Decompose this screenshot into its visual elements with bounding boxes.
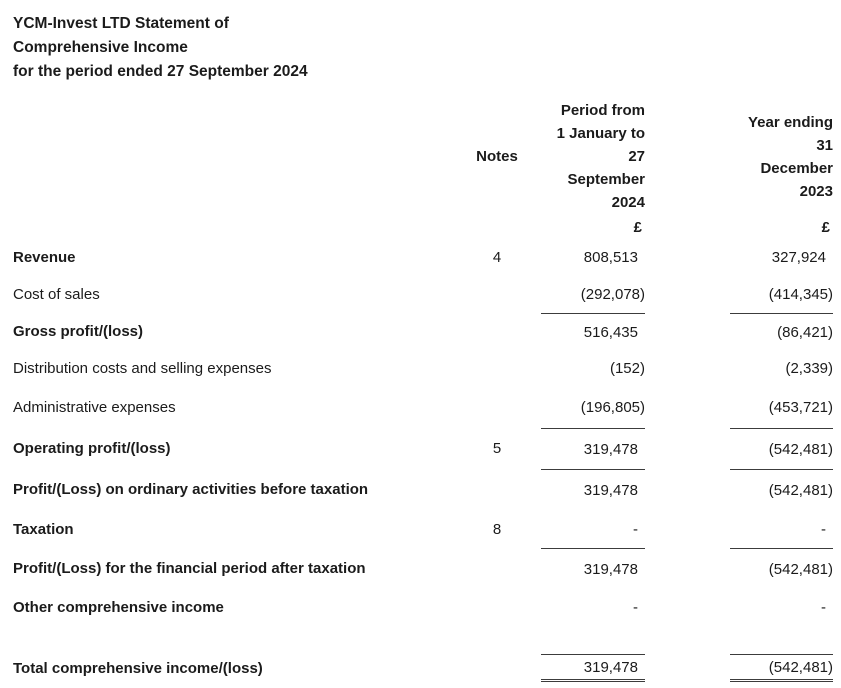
table-row-profit-before-taxation: Profit/(Loss) on ordinary activities bef… [13, 469, 833, 510]
row-label: Profit/(Loss) for the financial period a… [13, 560, 366, 577]
amount-year-2023: (414,345) [768, 286, 833, 303]
header-label-spacer [13, 99, 453, 215]
table-header: Notes Period from 1 January to 27 Septem… [13, 99, 833, 215]
row-label: Total comprehensive income/(loss) [13, 659, 263, 677]
amount-period-2024: 808,513 [583, 249, 638, 266]
amount-period-2024: 319,478 [541, 469, 645, 510]
amount-year-2023: - [821, 599, 826, 616]
row-label: Distribution costs and selling expenses [13, 360, 272, 377]
note-value: 5 [492, 440, 502, 457]
row-label: Taxation [13, 520, 74, 538]
page-title: YCM-Invest LTD Statement of Comprehensiv… [13, 12, 833, 84]
table-row-other-comprehensive-income: Other comprehensive income - - [13, 589, 833, 626]
header-gap [645, 99, 730, 215]
title-line-period: for the period ended 27 September 2024 [13, 63, 308, 80]
title-line-company: YCM-Invest LTD Statement of [13, 15, 229, 32]
table-row-taxation: Taxation 8 - - [13, 510, 833, 548]
amount-period-2024: 516,435 [541, 313, 645, 350]
amount-period-2024: (196,805) [580, 399, 645, 416]
row-spacer [13, 626, 833, 654]
amount-year-2023: (542,481) [730, 428, 833, 469]
row-label: Other comprehensive income [13, 599, 224, 616]
currency-symbol-year-2023: £ [821, 219, 830, 236]
row-label: Cost of sales [13, 286, 100, 303]
table-row-revenue: Revenue 4 808,513 327,924 [13, 239, 833, 276]
notes-header-label: Notes [476, 148, 518, 165]
note-value: 8 [492, 520, 502, 538]
note-value: 4 [492, 249, 502, 266]
amount-year-2023: (542,481) [730, 654, 833, 682]
amount-year-2023: (453,721) [768, 399, 833, 416]
amount-year-2023: (542,481) [730, 548, 833, 589]
table-row-administrative-expenses: Administrative expenses (196,805) (453,7… [13, 387, 833, 428]
row-label: Administrative expenses [13, 399, 176, 416]
amount-year-2023: - [821, 520, 826, 538]
table-row-total-comprehensive-income: Total comprehensive income/(loss) 319,47… [13, 654, 833, 682]
period-2024-column-header: Period from 1 January to 27 September 20… [556, 102, 645, 211]
amount-period-2024: - [633, 599, 638, 616]
amount-period-2024: 319,478 [541, 654, 645, 682]
year-2023-column-header: Year ending 31 December 2023 [747, 114, 833, 200]
title-line-statement: Comprehensive Income [13, 39, 188, 56]
table-row-gross-profit: Gross profit/(loss) 516,435 (86,421) [13, 313, 833, 350]
amount-period-2024: (152) [609, 360, 645, 377]
amount-period-2024: 319,478 [541, 548, 645, 589]
row-label: Revenue [13, 249, 76, 266]
table-row-cost-of-sales: Cost of sales (292,078) (414,345) [13, 276, 833, 313]
table-row-profit-after-taxation: Profit/(Loss) for the financial period a… [13, 548, 833, 589]
amount-year-2023: 327,924 [771, 249, 826, 266]
amount-period-2024: (292,078) [580, 286, 645, 303]
amount-year-2023: (86,421) [730, 313, 833, 350]
row-label: Gross profit/(loss) [13, 323, 144, 340]
amount-year-2023: (2,339) [785, 360, 833, 377]
currency-symbol-period-2024: £ [633, 219, 642, 236]
table-row-distribution-costs: Distribution costs and selling expenses … [13, 350, 833, 387]
income-statement-table: Notes Period from 1 January to 27 Septem… [13, 99, 833, 682]
row-label: Operating profit/(loss) [13, 440, 171, 457]
table-row-operating-profit: Operating profit/(loss) 5 319,478 (542,4… [13, 428, 833, 469]
currency-row: £ £ [13, 215, 833, 239]
row-label: Profit/(Loss) on ordinary activities bef… [13, 481, 369, 498]
amount-period-2024: - [633, 520, 638, 538]
amount-year-2023: (542,481) [730, 469, 833, 510]
amount-period-2024: 319,478 [541, 428, 645, 469]
notes-column-header: Notes [453, 99, 541, 215]
